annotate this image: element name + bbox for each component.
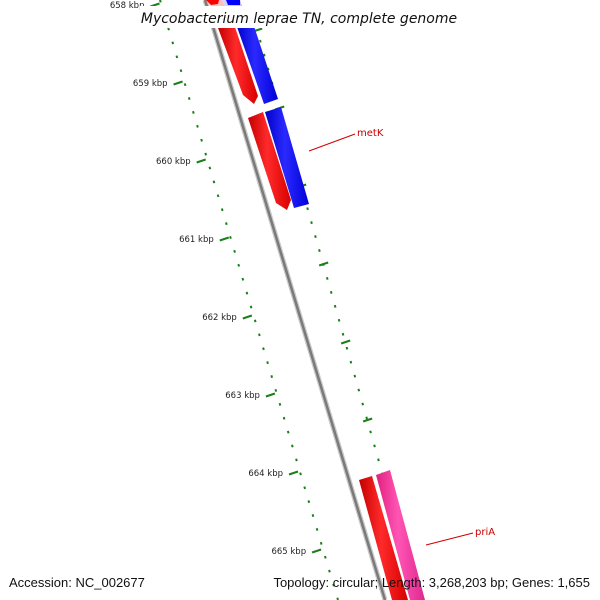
major-tick-mark [311, 548, 322, 554]
map-title: Mycobacterium leprae TN, complete genome [141, 11, 457, 27]
outer-major-tick-mark [362, 417, 373, 423]
outer-major-tick-mark [318, 261, 329, 267]
cds-feature-red-metk [248, 112, 291, 210]
outer-tick-ring [252, 27, 419, 600]
pria-leader-line [425, 532, 474, 546]
outer-major-tick-mark [340, 339, 351, 345]
cds-feature-red-pria [359, 476, 408, 600]
tick-label: 660 kbp [156, 157, 191, 167]
gene-label-metk: metK [357, 128, 384, 139]
cds-feature-red-top-edge [206, 0, 219, 5]
cds-feature-pink-pria [376, 470, 425, 600]
major-tick-mark [219, 236, 230, 242]
cds-feature-blue-top-edge [226, 0, 240, 5]
gene-label-pria: priA [475, 527, 495, 538]
major-tick-mark [265, 392, 276, 398]
cds-feature-blue [236, 20, 278, 104]
tick-label: 664 kbp [248, 469, 283, 479]
genome-summary-text: Topology: circular; Length: 3,268,203 bp… [273, 575, 590, 590]
backbone-line [202, 0, 388, 600]
tick-labels: 658 kbp 659 kbp 660 kbp 661 kbp 662 kbp 663 k… [110, 1, 306, 557]
tick-label: 661 kbp [179, 235, 214, 245]
gene-features [206, 0, 425, 600]
metk-leader-line [308, 133, 356, 152]
title-backdrop [140, 6, 460, 28]
tick-label: 659 kbp [133, 79, 168, 89]
cds-feature-blue-metk [265, 107, 309, 208]
major-tick-mark [196, 158, 206, 164]
gene-labels: metK priA [308, 128, 495, 546]
major-tick-mark [173, 80, 183, 86]
major-tick-mark [288, 470, 299, 476]
cds-feature-red [218, 24, 258, 104]
inner-tick-ring [150, 0, 339, 600]
tick-label: 665 kbp [271, 547, 306, 557]
tick-label: 658 kbp [110, 1, 145, 11]
tick-label: 663 kbp [225, 391, 260, 401]
tick-label: 662 kbp [202, 313, 237, 323]
accession-text: Accession: NC_002677 [9, 575, 145, 590]
major-tick-mark [242, 314, 253, 320]
